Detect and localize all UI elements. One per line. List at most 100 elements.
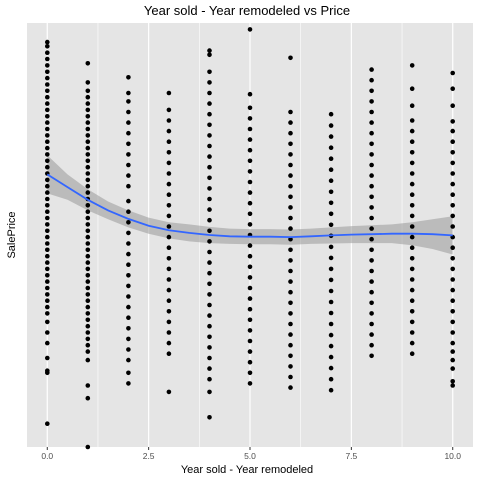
data-point [409, 287, 415, 293]
data-point [369, 236, 374, 242]
data-point [369, 353, 374, 359]
x-tick-label: 7.5 [345, 451, 357, 461]
data-point [85, 80, 91, 85]
data-point [288, 236, 293, 242]
data-point [369, 321, 374, 327]
data-point [85, 285, 91, 291]
data-point [45, 273, 50, 278]
data-point [45, 228, 50, 234]
data-point [369, 279, 374, 284]
data-point [166, 128, 172, 134]
data-point [288, 215, 293, 221]
data-point [369, 77, 374, 83]
data-point [85, 145, 91, 151]
data-point [450, 171, 456, 176]
data-point [207, 323, 212, 329]
data-point [166, 277, 172, 282]
data-point [328, 288, 334, 294]
data-point [288, 205, 293, 210]
data-point [288, 130, 293, 136]
data-point [247, 359, 253, 365]
data-point [409, 203, 415, 208]
data-point [328, 211, 334, 217]
x-tick-label: 10.0 [444, 451, 461, 461]
data-point [126, 109, 131, 115]
data-point [409, 245, 415, 250]
data-point [85, 317, 91, 323]
data-point [85, 342, 91, 348]
data-point [409, 213, 415, 219]
data-point [207, 389, 212, 395]
data-point [126, 347, 131, 352]
data-point [328, 321, 334, 327]
data-point [247, 306, 253, 312]
data-point [247, 116, 253, 121]
data-point [45, 196, 50, 202]
data-point [126, 294, 131, 299]
data-point [450, 128, 456, 134]
data-point [85, 304, 91, 310]
data-point [45, 75, 50, 81]
data-point [247, 147, 253, 153]
data-point [247, 158, 253, 164]
data-point [450, 357, 456, 363]
data-point [85, 107, 91, 113]
data-point [207, 228, 212, 234]
data-point [409, 234, 415, 240]
data-point [369, 258, 374, 263]
data-point [288, 120, 293, 125]
data-point [126, 90, 131, 96]
data-point [328, 365, 334, 371]
data-point [328, 200, 334, 206]
data-point [247, 296, 253, 301]
data-point [369, 247, 374, 253]
data-point [369, 226, 374, 231]
data-point [45, 88, 50, 94]
data-point [45, 39, 50, 45]
data-point [328, 332, 334, 338]
data-point [369, 332, 374, 337]
data-point [85, 133, 91, 138]
data-point [409, 277, 415, 282]
data-point [328, 343, 334, 349]
data-point [126, 370, 131, 376]
data-point [409, 266, 415, 272]
data-point [288, 300, 293, 306]
data-point [247, 179, 253, 185]
data-point [85, 247, 91, 253]
data-point [450, 192, 456, 197]
data-point [45, 241, 50, 246]
data-point [450, 70, 456, 76]
data-point [126, 283, 131, 289]
data-point [126, 120, 131, 125]
data-point [409, 319, 415, 325]
data-point [409, 351, 415, 357]
data-point [207, 249, 212, 255]
data-point [45, 107, 50, 113]
data-point [207, 143, 212, 149]
data-point [450, 277, 456, 282]
data-point [126, 209, 131, 214]
data-point [369, 183, 374, 189]
data-point [207, 90, 212, 96]
data-point [450, 245, 456, 250]
data-point [369, 152, 374, 157]
data-point [288, 332, 293, 337]
data-point [369, 99, 374, 104]
x-tick-label: 2.5 [143, 451, 155, 461]
data-point [85, 357, 91, 363]
data-point [85, 177, 91, 183]
data-point [45, 279, 50, 284]
data-point [45, 56, 50, 62]
data-point [45, 50, 50, 55]
data-point [328, 277, 334, 283]
data-point [328, 255, 334, 261]
points-layer [45, 27, 456, 450]
data-point [409, 118, 415, 123]
data-point [409, 63, 415, 68]
data-point [126, 251, 131, 257]
data-point [45, 311, 50, 316]
data-point [45, 292, 50, 297]
data-point [85, 330, 91, 335]
data-point [126, 173, 131, 178]
